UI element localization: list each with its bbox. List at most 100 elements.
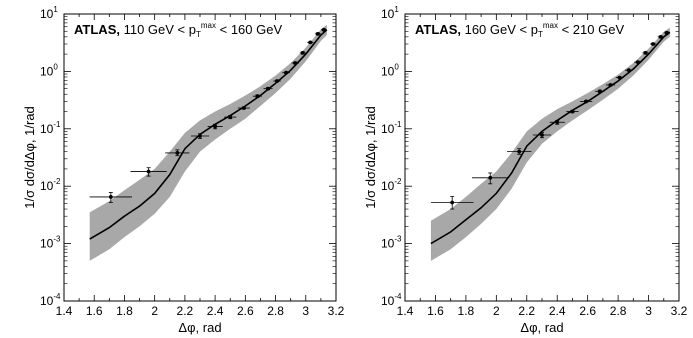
- x-tick-label: 1.6: [86, 304, 103, 318]
- data-point: [165, 149, 190, 157]
- x-tick-label: 3: [645, 304, 652, 318]
- y-tick-label: 10-4: [381, 292, 402, 308]
- x-tick-label: 2.2: [177, 304, 194, 318]
- data-point: [605, 83, 616, 87]
- x-tick-label: 2.6: [237, 304, 254, 318]
- x-tick-label: 3: [302, 304, 309, 318]
- y-tick-label: 10-3: [40, 235, 61, 251]
- x-tick-label: 1.6: [427, 304, 444, 318]
- data-marker: [300, 51, 305, 55]
- data-marker: [643, 51, 648, 55]
- data-marker: [266, 86, 270, 91]
- data-marker: [108, 195, 113, 199]
- data-marker: [626, 68, 631, 73]
- data-point: [549, 120, 565, 125]
- panel-title: ATLAS, 110 GeV < pTmax < 160 GeV: [74, 21, 282, 39]
- data-marker: [555, 120, 560, 125]
- x-tick-label: 1.8: [458, 304, 475, 318]
- data-point: [642, 51, 649, 55]
- data-point: [566, 109, 579, 114]
- x-tick-label: 2: [151, 304, 158, 318]
- data-point: [252, 94, 262, 99]
- data-marker: [228, 115, 233, 119]
- x-tick-label: 3.2: [328, 304, 345, 318]
- data-marker: [241, 106, 246, 110]
- data-point: [207, 123, 223, 130]
- data-point: [89, 191, 132, 203]
- data-point: [650, 42, 657, 46]
- data-point: [580, 99, 593, 104]
- data-point: [615, 75, 624, 80]
- data-marker: [488, 175, 493, 180]
- data-point: [282, 70, 290, 75]
- data-point: [237, 106, 250, 110]
- data-marker: [255, 94, 260, 99]
- data-point: [634, 60, 642, 65]
- data-point: [291, 61, 299, 65]
- data-point: [595, 89, 605, 94]
- data-marker: [213, 124, 218, 129]
- x-axis-title: Δφ, rad: [178, 320, 221, 335]
- data-marker: [636, 60, 640, 65]
- x-tick-label: 2: [493, 304, 500, 318]
- x-tick-label: 2.4: [549, 304, 566, 318]
- data-marker: [293, 61, 298, 65]
- data-marker: [146, 169, 151, 174]
- data-marker: [597, 89, 602, 94]
- plot-frame: [404, 13, 680, 302]
- x-tick-label: 1.8: [116, 304, 133, 318]
- chart-panel-1: 1.4 1.6 1.8 2 2.2 2.4 2.6 2.8 3 3.2 101 100 10-1 10-2…: [22, 5, 345, 335]
- data-marker: [175, 151, 180, 155]
- data-point: [471, 172, 509, 185]
- x-tick-label: 2.6: [579, 304, 596, 318]
- data-point: [224, 115, 237, 120]
- data-marker: [658, 34, 663, 39]
- data-marker: [198, 134, 202, 138]
- y-axis-title: 1/σ dσ/dΔφ, 1/rad: [22, 106, 37, 209]
- data-marker: [450, 200, 455, 205]
- panel-title: ATLAS, 160 GeV < pTmax < 210 GeV: [415, 21, 624, 39]
- data-marker: [608, 83, 613, 87]
- x-tick-label: 2.8: [610, 304, 627, 318]
- x-tick-label: 2.8: [267, 304, 284, 318]
- data-point: [657, 34, 664, 39]
- data-point: [506, 148, 532, 155]
- data-point: [130, 167, 167, 177]
- x-tick-label: 1.4: [56, 304, 73, 318]
- data-marker: [315, 32, 320, 36]
- chart-panel-2: 1.4 1.6 1.8 2 2.2 2.4 2.6 2.8 3 3.2 101 100 10-1 10-2…: [363, 5, 688, 335]
- data-point: [430, 196, 474, 210]
- data-point: [307, 40, 314, 45]
- data-point: [663, 30, 670, 35]
- y-tick-label: 10-2: [381, 177, 402, 193]
- y-tick-label: 100: [40, 62, 58, 78]
- x-tick-label: 2.2: [518, 304, 535, 318]
- data-point: [273, 79, 281, 83]
- plot-frame: [63, 13, 337, 302]
- y-tick-label: 10-4: [40, 292, 61, 308]
- x-tick-label: 1.4: [397, 304, 414, 318]
- data-point: [299, 51, 306, 55]
- y-tick-label: 101: [40, 5, 58, 21]
- y-tick-label: 10-1: [40, 120, 61, 136]
- data-marker: [617, 75, 622, 80]
- data-point: [624, 68, 633, 73]
- y-axis-title: 1/σ dσ/dΔφ, 1/rad: [363, 106, 378, 209]
- data-point: [320, 27, 327, 32]
- x-axis-title: Δφ, rad: [520, 320, 563, 335]
- data-marker: [308, 40, 313, 45]
- data-marker: [322, 27, 326, 32]
- data-marker: [517, 149, 522, 154]
- data-marker: [540, 133, 544, 137]
- x-tick-label: 3.2: [671, 304, 688, 318]
- data-point: [190, 133, 210, 139]
- data-point: [532, 132, 552, 139]
- data-marker: [284, 70, 289, 75]
- y-tick-label: 101: [381, 5, 399, 21]
- y-tick-label: 10-1: [381, 120, 402, 136]
- data-marker: [275, 79, 279, 83]
- uncertainty-band: [430, 27, 670, 261]
- data-point: [314, 32, 321, 36]
- y-tick-label: 100: [381, 62, 399, 78]
